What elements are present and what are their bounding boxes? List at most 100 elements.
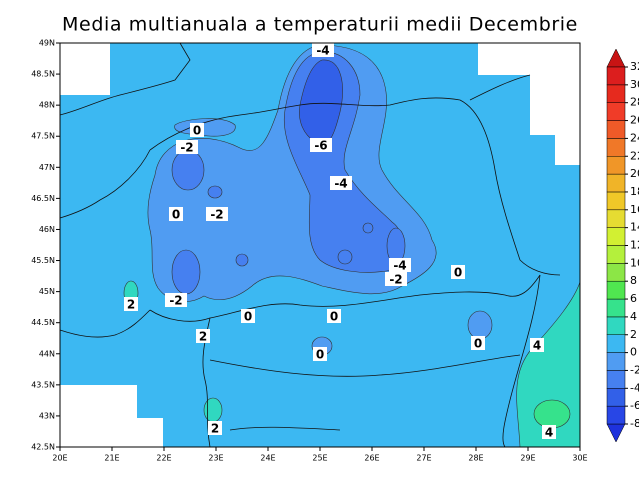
contour-label-box bbox=[389, 258, 411, 272]
colorbar-label: 32 bbox=[630, 60, 639, 73]
colorbar-segment bbox=[606, 370, 626, 389]
x-tick-label: 23E bbox=[208, 454, 223, 463]
y-tick-label: 44N bbox=[39, 349, 55, 358]
contour-label: 4 bbox=[533, 339, 541, 353]
region-minus4-minus2 bbox=[207, 185, 223, 199]
colorbar-segment bbox=[606, 120, 626, 139]
y-tick-label: 43.5N bbox=[31, 380, 55, 389]
x-tick-label: 30E bbox=[572, 454, 587, 463]
region-minus4-minus2 bbox=[362, 222, 374, 234]
y-tick-label: 44.5N bbox=[31, 318, 55, 327]
colorbar-segment bbox=[606, 316, 626, 335]
contour-label: 0 bbox=[454, 266, 462, 280]
region-minus2-0 bbox=[174, 118, 236, 137]
region-minus4-minus2 bbox=[171, 149, 205, 191]
contour-label-box bbox=[241, 309, 255, 323]
border bbox=[149, 97, 561, 276]
region-4-6 bbox=[533, 399, 571, 429]
border bbox=[59, 149, 151, 219]
colorbar-under bbox=[606, 423, 626, 443]
contour-label: -4 bbox=[393, 259, 406, 273]
region-minus4-minus2 bbox=[171, 249, 201, 295]
region-minus4-minus2 bbox=[337, 249, 353, 265]
region-minus2-0 bbox=[467, 310, 493, 340]
contour-label: -2 bbox=[180, 141, 193, 155]
contour-label: 2 bbox=[199, 330, 207, 344]
contour-label-box bbox=[169, 207, 183, 221]
contour-label-box bbox=[310, 138, 332, 152]
colorbar-segment bbox=[606, 173, 626, 193]
contour-label: 0 bbox=[330, 310, 338, 324]
colorbar-label: 26 bbox=[630, 114, 639, 127]
colorbar-segment bbox=[606, 191, 626, 211]
x-tick-label: 20E bbox=[52, 454, 67, 463]
colorbar-label: 12 bbox=[630, 239, 639, 252]
colorbar-segment bbox=[606, 138, 626, 157]
contour-label: 0 bbox=[172, 208, 180, 222]
contour-label: -2 bbox=[169, 294, 182, 308]
colorbar-label: 30 bbox=[630, 78, 639, 91]
colorbar-label: 16 bbox=[630, 203, 639, 216]
contour-label-box bbox=[206, 207, 228, 221]
contour-label-box bbox=[330, 176, 352, 190]
y-tick-label: 49N bbox=[39, 39, 55, 48]
colorbar-label: -4 bbox=[630, 381, 639, 394]
contour-label: 4 bbox=[545, 426, 553, 440]
border bbox=[209, 354, 521, 377]
x-tick-label: 21E bbox=[104, 454, 119, 463]
colorbar-label: 22 bbox=[630, 149, 639, 162]
colorbar-segment bbox=[606, 280, 626, 300]
border bbox=[59, 309, 151, 338]
colorbar-segment bbox=[606, 84, 626, 103]
colorbar-label: 18 bbox=[630, 185, 639, 198]
contour-label: 0 bbox=[193, 124, 201, 138]
contour-label-box bbox=[542, 425, 556, 439]
colorbar-label: 20 bbox=[630, 167, 639, 180]
contour-label-box bbox=[124, 297, 138, 311]
contour-label-box bbox=[165, 293, 187, 307]
contour-label: 2 bbox=[127, 298, 135, 312]
colorbar-label: 8 bbox=[630, 274, 637, 287]
colorbar-label: 2 bbox=[630, 328, 637, 341]
coast bbox=[502, 274, 541, 448]
colorbar-label: 0 bbox=[630, 346, 637, 359]
x-tick-label: 24E bbox=[260, 454, 275, 463]
axes: 20E 21E 22E 23E 24E 25E 26E 27E 28E 29E 30E 49N 48.5… bbox=[31, 39, 587, 463]
colorbar-segment bbox=[606, 263, 626, 282]
border bbox=[59, 42, 191, 116]
border bbox=[229, 426, 341, 431]
y-tick-label: 45.5N bbox=[31, 256, 55, 265]
contour-label: -6 bbox=[314, 139, 327, 153]
region-minus6-minus4 bbox=[299, 59, 343, 145]
contour-label: 0 bbox=[474, 337, 482, 351]
colorbar-label: -6 bbox=[630, 399, 639, 412]
y-tick-label: 48.5N bbox=[31, 70, 55, 79]
y-tick-label: 47N bbox=[39, 163, 55, 172]
map-title: Media multianuala a temperaturii medii D… bbox=[62, 14, 578, 36]
colorbar-segment bbox=[606, 388, 626, 407]
contour-label-box bbox=[208, 421, 222, 435]
colorbar-label: 24 bbox=[630, 131, 639, 144]
colorbar-segment bbox=[606, 352, 626, 371]
x-tick-label: 26E bbox=[364, 454, 379, 463]
colorbar-segment bbox=[606, 405, 626, 425]
contour-label: 0 bbox=[316, 348, 324, 362]
x-tick-label: 27E bbox=[416, 454, 431, 463]
colorbar-segment bbox=[606, 102, 626, 121]
colorbar-label: -2 bbox=[630, 363, 639, 376]
contour-label-box bbox=[471, 336, 485, 350]
contour-label: 2 bbox=[211, 422, 219, 436]
colorbar-segment bbox=[606, 334, 626, 353]
border bbox=[469, 74, 531, 101]
contour-label: 0 bbox=[244, 310, 252, 324]
colorbar-segment bbox=[606, 245, 626, 264]
contour-fills bbox=[60, 43, 581, 448]
y-tick-label: 46N bbox=[39, 225, 55, 234]
contour-label-box bbox=[327, 309, 341, 323]
contour-label: -2 bbox=[389, 273, 402, 287]
region-2-4 bbox=[203, 397, 223, 423]
colorbar-label: 6 bbox=[630, 292, 637, 305]
x-tick-label: 25E bbox=[312, 454, 327, 463]
